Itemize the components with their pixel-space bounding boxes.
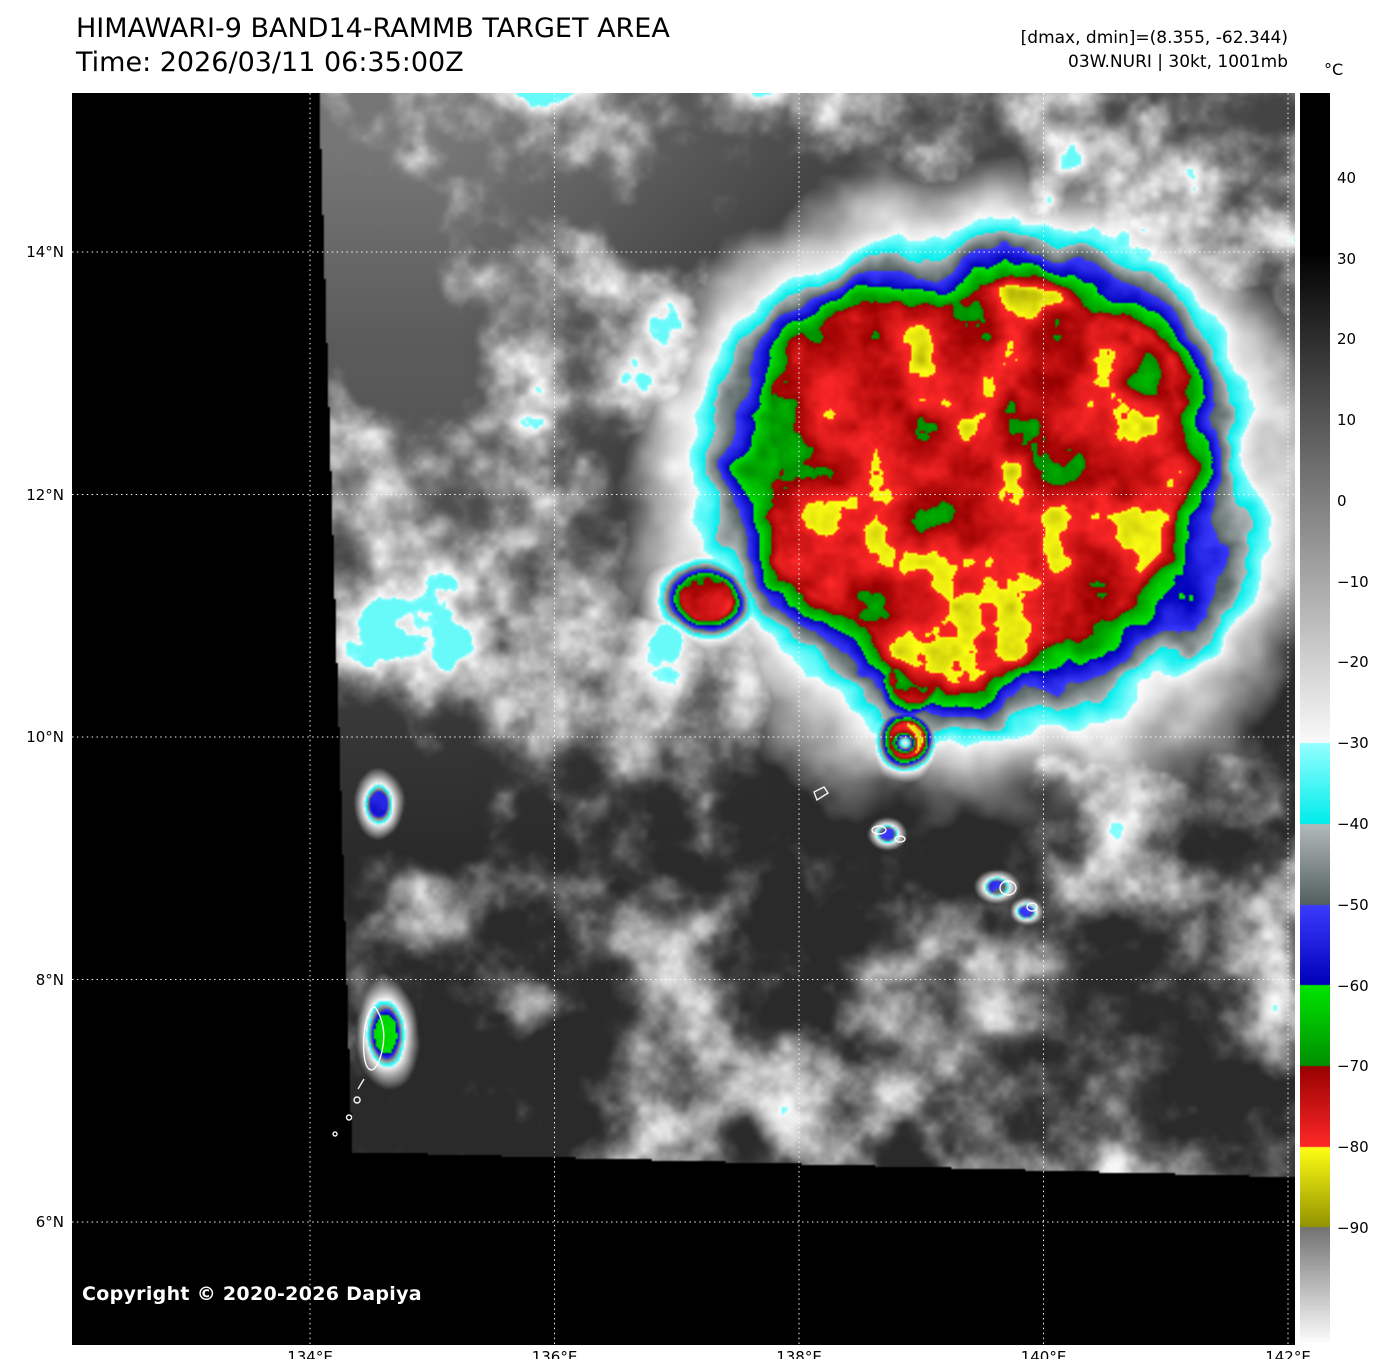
product-time: Time: 2026/03/11 06:35:00Z (76, 47, 464, 78)
coastline-atolls (999, 880, 1038, 912)
colorbar-tick-label: −40 (1337, 815, 1369, 833)
colorbar-tick-label: −30 (1337, 734, 1369, 753)
colorbar-unit-label: °C (1324, 60, 1344, 79)
coastline-palau (332, 1006, 385, 1137)
colorbar-tick-label: −60 (1337, 976, 1369, 995)
colorbar-tick-label: −90 (1337, 1218, 1369, 1237)
colorbar-tick-label: 20 (1337, 330, 1357, 349)
satellite-ir-image (72, 93, 1295, 1345)
product-title: HIMAWARI-9 BAND14-RAMMB TARGET AREA (76, 13, 670, 44)
colorbar-tick-label: 0 (1337, 491, 1347, 510)
colorbar-tick-label: −80 (1337, 1138, 1369, 1157)
colorbar-tick-label: −10 (1337, 572, 1369, 591)
coastline-small-islands (871, 825, 906, 843)
lon-tick-label: 138°E (776, 1348, 822, 1359)
coastlines (332, 786, 1038, 1137)
latlon-gridlines (72, 93, 1295, 1345)
lat-tick-label: 6°N (35, 1213, 64, 1231)
colorbar-tick-label: −20 (1337, 653, 1369, 672)
annotation-block: [dmax, dmin]=(8.355, -62.344) 03W.NURI |… (1021, 26, 1288, 74)
title-block: HIMAWARI-9 BAND14-RAMMB TARGET AREA Time… (76, 12, 670, 80)
lat-tick-label: 8°N (35, 970, 64, 989)
colorbar-tick-label: −70 (1337, 1057, 1369, 1076)
colorbar-tick-label: −50 (1337, 895, 1369, 914)
dmax-dmin-readout: [dmax, dmin]=(8.355, -62.344) (1020, 28, 1288, 48)
storm-readout: 03W.NURI | 30kt, 1001mb (1068, 52, 1288, 72)
copyright-watermark: Copyright © 2020-2026 Dapiya (82, 1283, 422, 1305)
lon-tick-label: 134°E (287, 1348, 333, 1359)
lon-tick-label: 140°E (1020, 1348, 1067, 1359)
lat-tick-label: 14°N (26, 243, 64, 261)
lat-tick-label: 12°N (26, 485, 64, 504)
coastline-yap (813, 786, 829, 802)
satellite-image-panel: Copyright © 2020-2026 Dapiya (72, 93, 1295, 1345)
colorbar-tick-label: 10 (1337, 411, 1357, 430)
map-overlay (72, 93, 1295, 1345)
lat-tick-label: 10°N (26, 728, 64, 746)
lon-tick-label: 136°E (531, 1348, 578, 1359)
colorbar-tick-label: 40 (1337, 168, 1357, 187)
lon-tick-label: 142°E (1265, 1348, 1311, 1359)
colorbar-tick-label: 30 (1337, 249, 1357, 268)
colorbar (1300, 93, 1330, 1345)
